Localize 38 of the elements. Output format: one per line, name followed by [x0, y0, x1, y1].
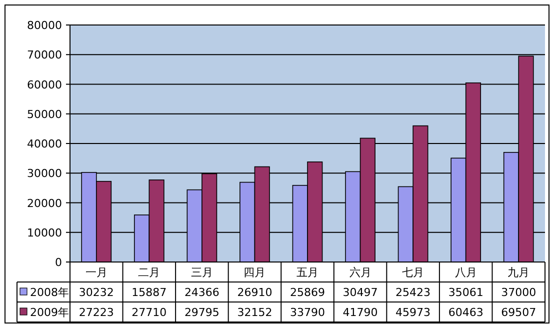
data-label: 41790 [342, 306, 378, 319]
data-label: 27223 [78, 306, 114, 319]
legend-label: 2008年 [30, 286, 69, 299]
x-tick-label: 二月 [138, 266, 160, 279]
data-label: 30232 [78, 286, 114, 299]
data-label: 25423 [396, 286, 431, 299]
y-tick-label: 50000 [27, 108, 62, 121]
y-tick-label: 60000 [27, 78, 62, 92]
legend-label: 2009年 [30, 306, 69, 319]
x-tick-label: 六月 [349, 266, 372, 279]
y-tick-label: 30000 [27, 167, 62, 180]
x-tick-label: 九月 [508, 266, 530, 279]
y-tick-label: 10000 [27, 226, 62, 240]
data-label: 30497 [342, 286, 378, 299]
data-label: 26910 [237, 286, 272, 299]
data-label: 29795 [184, 306, 220, 319]
x-tick-label: 五月 [296, 266, 318, 279]
data-label: 69507 [501, 306, 536, 319]
data-label: 33790 [290, 306, 325, 319]
x-tick-label: 一月 [85, 266, 108, 279]
y-tick-label: 70000 [27, 48, 62, 62]
x-tick-label: 八月 [454, 266, 477, 279]
data-label: 35061 [448, 286, 484, 299]
data-label: 15887 [132, 286, 167, 299]
data-label: 24366 [184, 286, 220, 299]
y-tick-label: 0 [55, 256, 62, 269]
y-tick-label: 40000 [27, 138, 62, 150]
data-label: 27710 [132, 306, 167, 319]
data-label: 60463 [448, 306, 484, 319]
data-label: 25869 [290, 286, 325, 299]
data-label: 32152 [237, 306, 272, 319]
data-label: 37000 [501, 286, 536, 299]
x-tick-label: 七月 [402, 266, 424, 279]
x-tick-label: 三月 [190, 266, 213, 279]
y-tick-label: 80000 [27, 19, 62, 32]
data-label: 45973 [396, 306, 431, 319]
x-tick-label: 四月 [244, 266, 266, 279]
y-tick-label: 20000 [27, 196, 62, 210]
